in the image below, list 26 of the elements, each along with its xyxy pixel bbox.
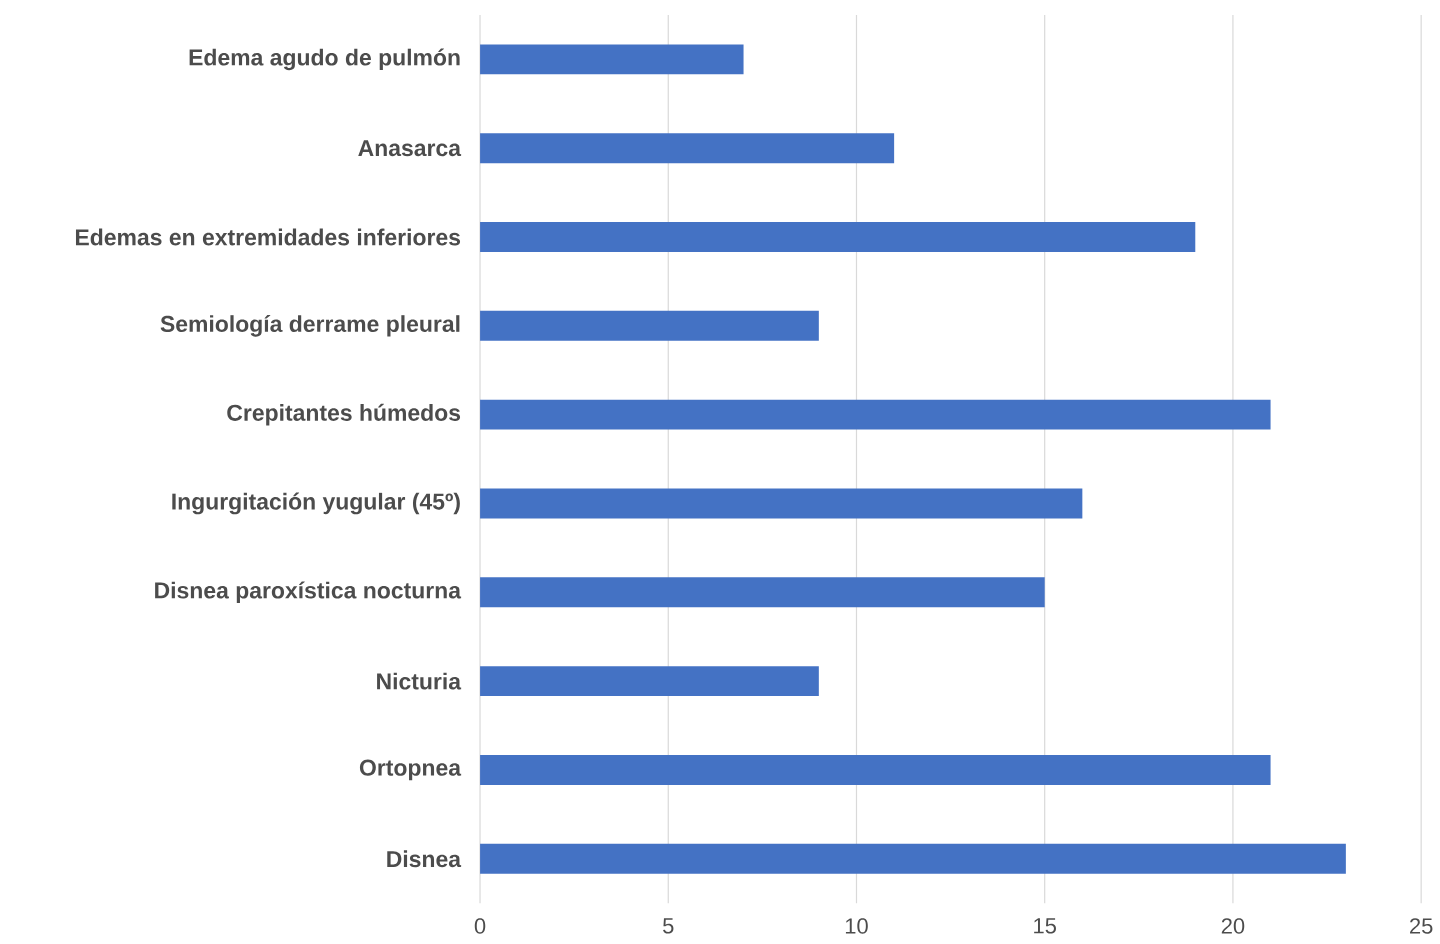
bar [480, 754, 1271, 785]
bar [480, 577, 1045, 608]
y-tick-label: Nicturia [377, 672, 462, 690]
bar [480, 399, 1271, 430]
y-tick-label: Anasarca [358, 140, 462, 157]
bar [480, 666, 819, 697]
bar [480, 133, 895, 164]
x-tick-label: 20 [1221, 918, 1245, 934]
y-tick-label: Semiología derrame pleural [160, 314, 460, 337]
x-tick-label: 10 [845, 918, 868, 934]
x-tick-label: 5 [663, 918, 674, 934]
x-tick-label: 0 [474, 918, 486, 934]
y-tick-label: Ingurgitación yugular (45º) [172, 492, 460, 515]
bar [480, 221, 1196, 252]
y-tick-label: Ortopnea [359, 759, 462, 781]
y-tick-label: Crepitantes húmedos [227, 403, 461, 426]
x-tick-label: 15 [1034, 918, 1056, 934]
bar [480, 44, 744, 75]
bar [480, 310, 819, 341]
y-tick-label: Edema agudo de pulmón [189, 48, 460, 71]
y-tick-label: Disnea [387, 850, 462, 868]
x-tick-label: 25 [1410, 918, 1433, 934]
bar [480, 488, 1083, 519]
bar [480, 843, 1346, 874]
y-tick-label: Edemas en extremidades inferiores [75, 228, 461, 246]
y-tick-label: Disnea paroxística nocturna [155, 581, 462, 604]
